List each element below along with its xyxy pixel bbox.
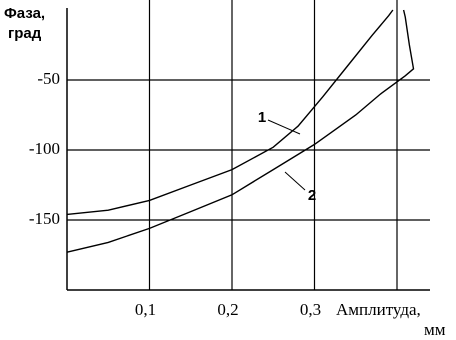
x-tick-label: 0,1 xyxy=(135,300,156,319)
data-line xyxy=(66,9,415,253)
x-axis-label: мм xyxy=(424,320,446,339)
y-tick-label: -100 xyxy=(29,139,60,158)
curve-label: 1 xyxy=(258,109,266,126)
y-axis-label: Фаза, xyxy=(4,5,45,22)
curve-label: 2 xyxy=(308,187,316,204)
y-tick-label: -150 xyxy=(29,209,60,228)
x-axis-label: Амплитуда, xyxy=(336,300,421,319)
y-axis-label: град xyxy=(8,25,42,42)
leader-line xyxy=(267,119,301,135)
leader-line xyxy=(284,171,306,191)
x-tick-label: 0,3 xyxy=(300,300,321,319)
x-tick-label: 0,2 xyxy=(217,300,238,319)
y-tick-label: -50 xyxy=(37,69,60,88)
data-line xyxy=(66,9,394,216)
